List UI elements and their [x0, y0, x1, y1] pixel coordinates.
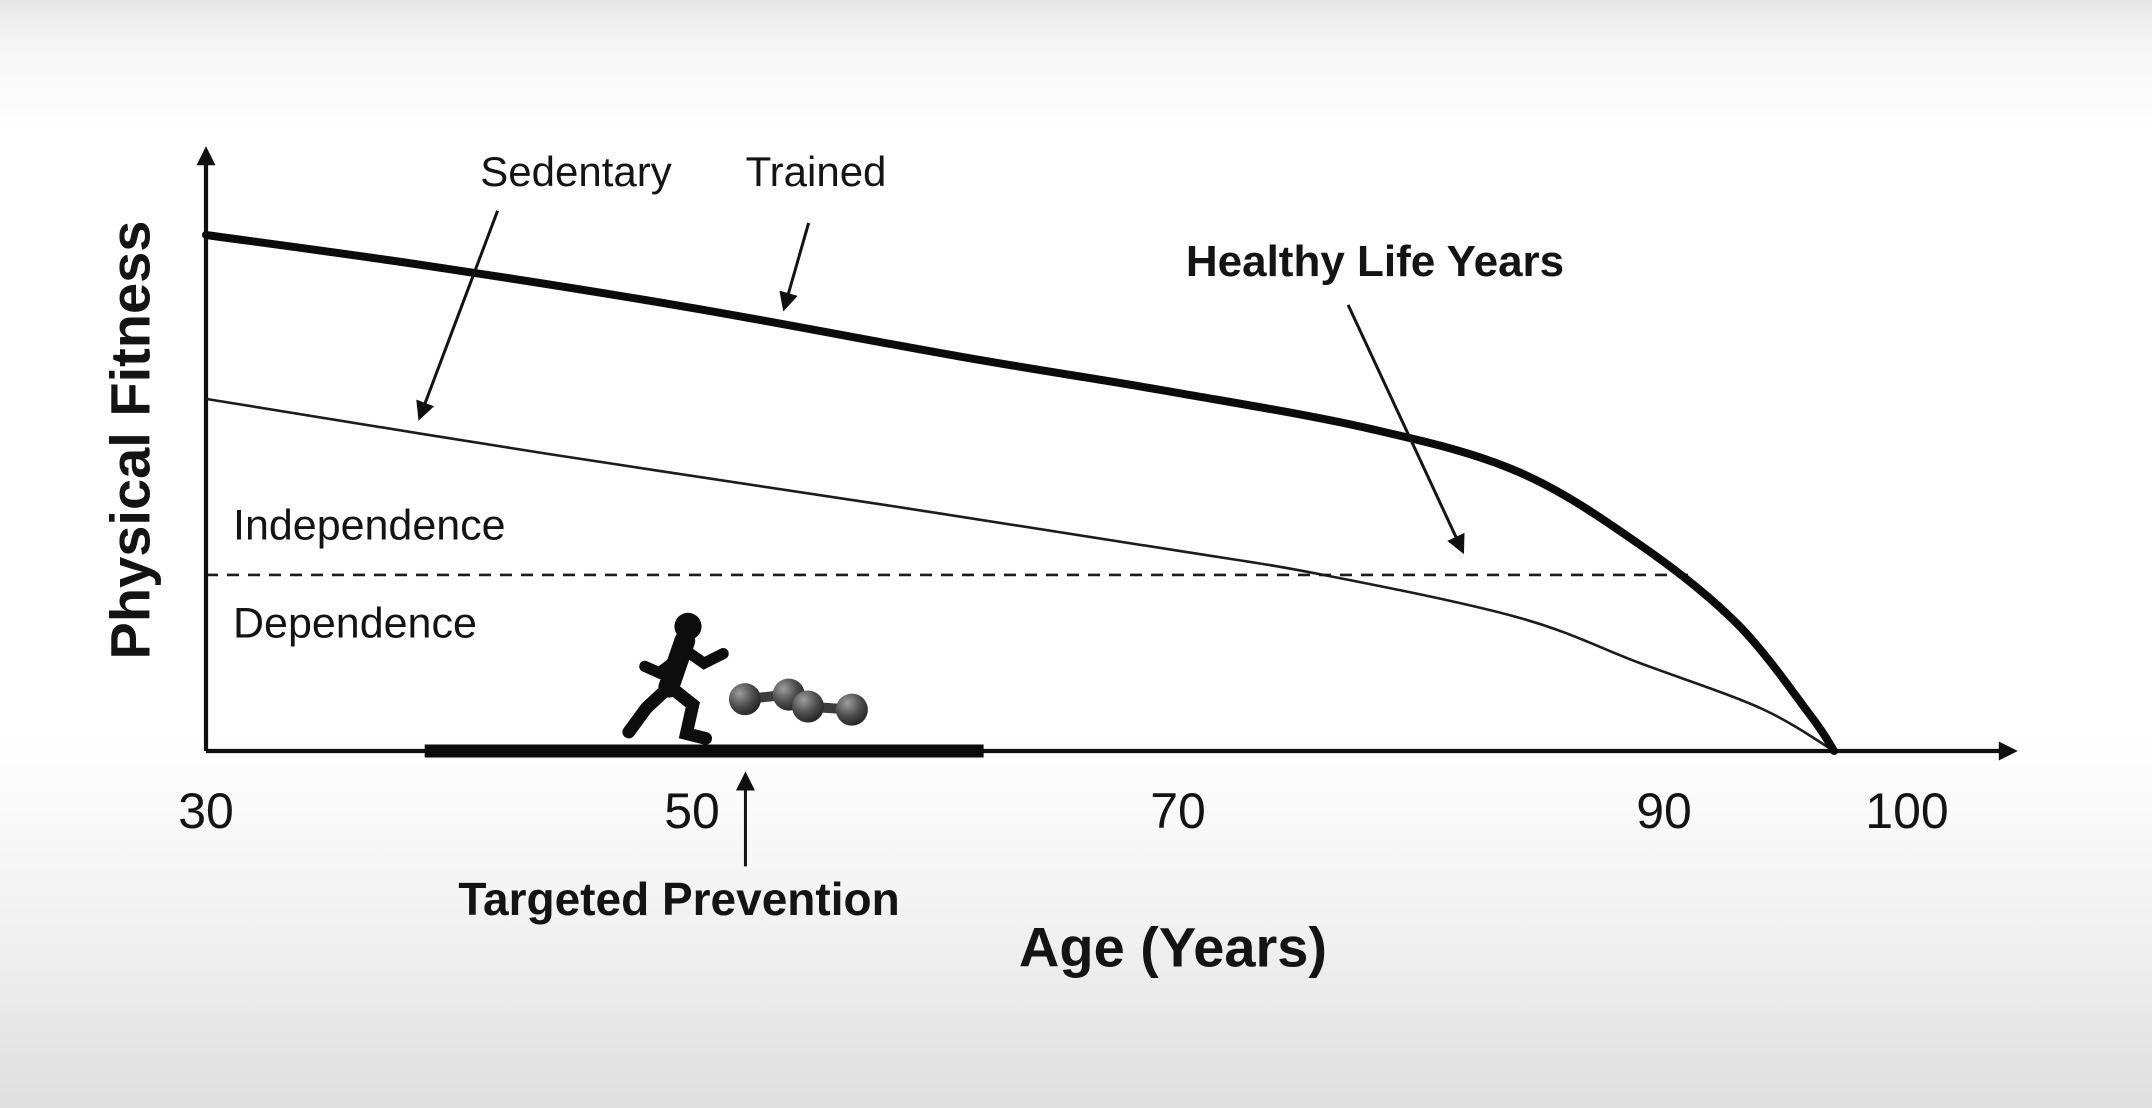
x-tick-label: 100 [1865, 783, 1948, 839]
x-tick-label: 90 [1636, 783, 1692, 839]
x-axis-title: Age (Years) [1018, 915, 1328, 979]
trained-arrow [779, 222, 811, 312]
x-tick-label: 50 [664, 783, 720, 839]
sedentary-arrow [416, 210, 500, 421]
dumbbell-icon [728, 678, 868, 726]
healthy-life-years-arrow [1346, 304, 1465, 555]
runner-icon [622, 612, 729, 745]
x-tick-label: 70 [1150, 783, 1206, 839]
sedentary-curve [205, 397, 1835, 753]
y-axis-title: Physical Fitness [98, 220, 162, 660]
dependence-label: Dependence [233, 599, 477, 648]
trained-label: Trained [745, 148, 887, 195]
targeted-prevention-label: Targeted Prevention [458, 873, 900, 925]
x-tick-labels: 30 50 70 90 100 [178, 783, 1949, 839]
healthy-life-years-label: Healthy Life Years [1185, 237, 1565, 286]
sedentary-label: Sedentary [480, 148, 672, 195]
independence-label: Independence [233, 501, 506, 550]
trained-curve [202, 231, 1839, 755]
annotation-arrows [416, 210, 1465, 867]
x-tick-label: 30 [178, 783, 234, 839]
